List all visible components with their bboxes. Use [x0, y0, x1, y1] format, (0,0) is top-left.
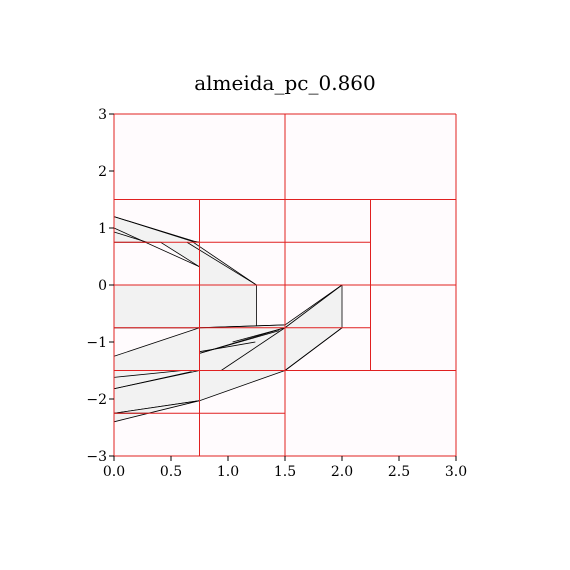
polygon-edge-12	[284, 284, 343, 329]
x-tick-label-3: 1.5	[274, 464, 296, 480]
x-tick-label-1: 0.5	[160, 464, 182, 480]
polygon-edge-13	[284, 327, 343, 371]
x-tick-label-6: 3.0	[445, 464, 467, 480]
y-tick-label-1: 2	[98, 164, 107, 180]
polygon-edge-5	[199, 341, 256, 353]
y-tick-label-6: −3	[86, 449, 107, 465]
x-axis-ticks: 0.0 0.5 1.0 1.5 2.0 2.5 3.0	[103, 456, 467, 480]
polygon-edge-11	[220, 327, 286, 371]
y-tick-label-4: −1	[86, 335, 107, 351]
polygon-2	[113, 284, 200, 329]
polygon-edge-1	[113, 216, 192, 242]
y-tick-label-3: 0	[98, 278, 107, 294]
y-tick-label-5: −2	[86, 392, 107, 408]
grid-lines	[113, 113, 457, 457]
x-tick-label-4: 2.0	[331, 464, 353, 480]
polygon-edge-9	[113, 370, 183, 378]
y-axis-ticks: 3 2 1 0 −1 −2 −3	[86, 107, 114, 465]
plot-title: almeida_pc_0.860	[194, 71, 376, 95]
y-tick-label-2: 1	[98, 221, 107, 237]
polygon-edge-0	[113, 227, 200, 268]
polygon-edge-14	[199, 330, 280, 354]
polygon-edge-2	[113, 231, 148, 243]
x-tick-label-2: 1.0	[217, 464, 239, 480]
polygon-edges	[113, 216, 343, 390]
polygon-edge-3	[186, 241, 257, 286]
x-tick-label-0: 0.0	[103, 464, 125, 480]
polygon-edge-8	[113, 371, 192, 390]
y-tick-label-0: 3	[98, 107, 107, 123]
x-tick-label-5: 2.5	[388, 464, 410, 480]
